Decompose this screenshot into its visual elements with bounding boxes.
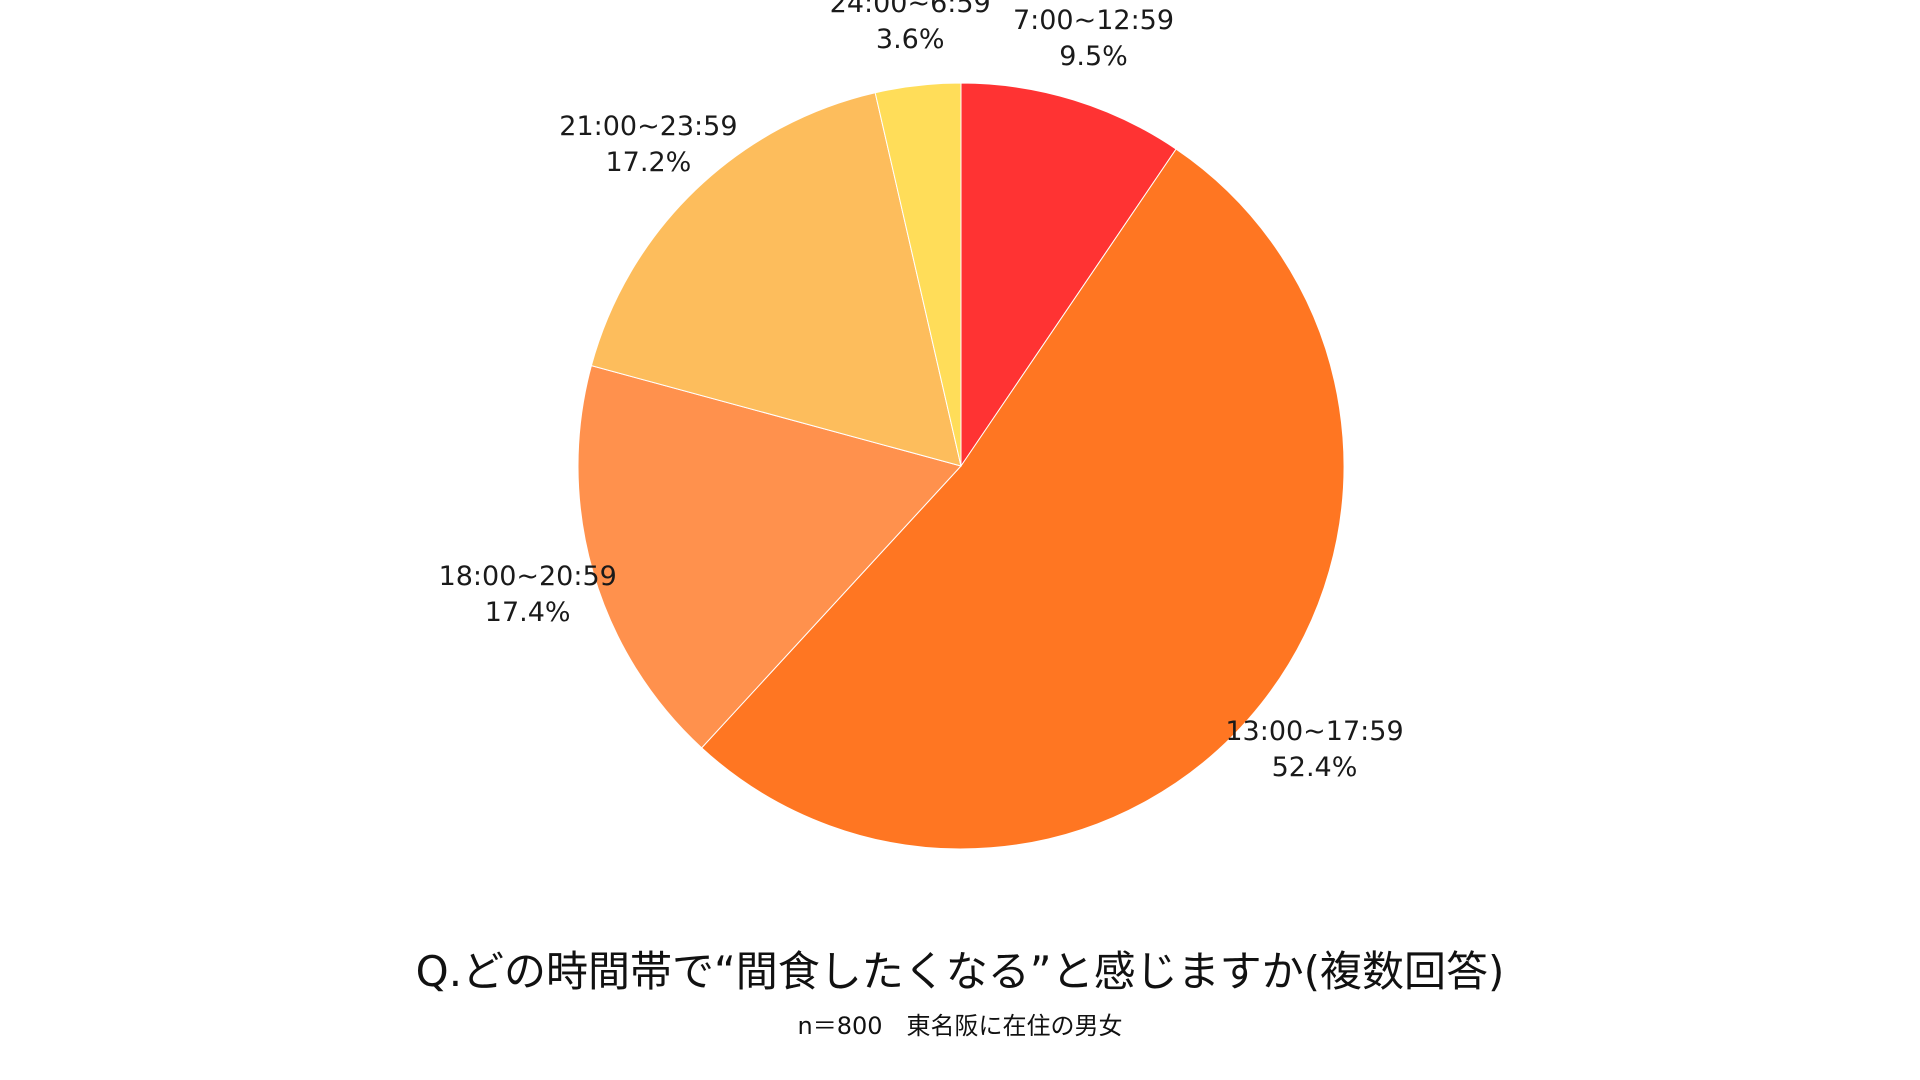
pie-slice-1 [960, 82, 1177, 468]
slice-value-label: 9.5% [1059, 41, 1128, 72]
slice-label-2: 13:00~17:59 52.4% [1225, 716, 1403, 783]
chart-title: Q.どの時間帯で“間食したくなる”と感じますか(複数回答) [415, 947, 1505, 996]
slice-category-label: 18:00~20:59 [439, 561, 617, 592]
slice-value-label: 52.4% [1272, 752, 1358, 783]
slice-value-label: 17.2% [606, 147, 692, 178]
slice-value-label: 3.6% [876, 24, 945, 55]
slice-category-label: 21:00~23:59 [559, 111, 737, 142]
pie-slice-2 [700, 148, 1345, 850]
pie-slice-5 [874, 82, 962, 467]
slice-label-1: 7:00~12:59 9.5% [1013, 5, 1174, 72]
pie-slice-3 [577, 365, 962, 749]
slice-label-3: 18:00~20:59 17.4% [439, 561, 617, 628]
slice-value-label: 17.4% [485, 597, 571, 628]
pie-slice-4 [590, 92, 962, 467]
chart-subtitle: n＝800 東名阪に在住の男女 [797, 1012, 1123, 1040]
slice-category-label: 7:00~12:59 [1013, 5, 1174, 36]
slice-label-5: 24:00~6:59 3.6% [830, 0, 991, 55]
slice-category-label: 13:00~17:59 [1225, 716, 1403, 747]
pie-labels: 7:00~12:59 9.5% 13:00~17:59 52.4% 18:00~20:5… [439, 0, 1404, 783]
slice-label-4: 21:00~23:59 17.2% [559, 111, 737, 178]
pie-slices [577, 82, 1345, 850]
slice-category-label: 24:00~6:59 [830, 0, 991, 19]
